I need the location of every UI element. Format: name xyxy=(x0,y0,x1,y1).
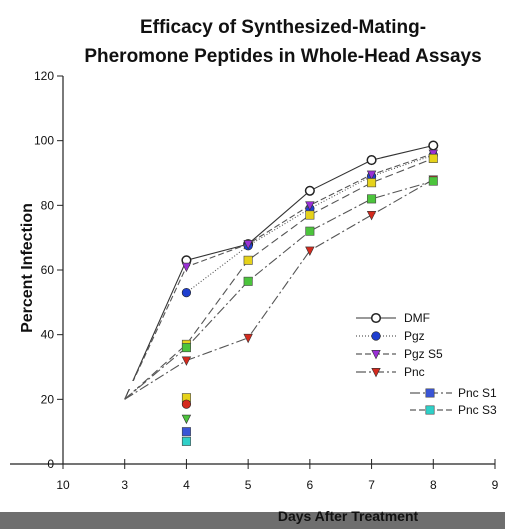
data-point xyxy=(181,356,192,366)
legend-marker xyxy=(425,388,435,398)
series-line xyxy=(186,154,434,294)
data-point xyxy=(181,343,191,353)
x-tick-label: 9 xyxy=(492,478,499,492)
data-point xyxy=(366,155,377,166)
legend-marker xyxy=(370,312,382,324)
y-tick-label: 0 xyxy=(47,457,54,471)
data-point xyxy=(366,211,377,221)
data-point xyxy=(305,226,315,236)
series-line xyxy=(124,144,434,400)
data-point xyxy=(181,414,192,425)
axes: 0 20 40 60 80 100 120 10 3 4 5 6 7 8 9 xyxy=(10,69,499,492)
x-tick-label: 4 xyxy=(183,478,190,492)
x-tick-label: 6 xyxy=(307,478,314,492)
data-point xyxy=(243,333,253,344)
legend-marker xyxy=(371,367,381,378)
data-point xyxy=(181,288,192,298)
data-point xyxy=(366,170,377,180)
x-tick-label: 3 xyxy=(121,478,128,492)
x-axis-label: Days After Treatment xyxy=(278,508,419,524)
chart-title-line-2: Pheromone Peptides in Whole-Head Assays xyxy=(84,46,481,67)
x-tick-label: 7 xyxy=(368,478,375,492)
legend-label: Pnc S1 xyxy=(458,386,497,400)
x-tick-label: 10 xyxy=(56,478,70,492)
data-point xyxy=(181,399,192,409)
legend-label: Pgz S5 xyxy=(404,347,443,361)
data-point xyxy=(243,240,253,250)
data-point xyxy=(304,185,315,196)
series-line xyxy=(124,157,434,400)
chart-title-line-1: Efficacy of Synthesized-Mating- xyxy=(140,17,426,38)
series-line xyxy=(124,179,434,400)
y-tick-label: 20 xyxy=(41,392,55,406)
legend: DMF Pgz Pgz S5 Pnc Pnc S1 Pnc S3 xyxy=(356,311,497,417)
data-point xyxy=(428,153,438,163)
legend-marker xyxy=(371,349,381,360)
data-point xyxy=(367,194,377,204)
plot-area xyxy=(124,140,439,446)
legend-label: Pnc S3 xyxy=(458,403,497,417)
data-point xyxy=(243,255,253,265)
y-tick-label: 40 xyxy=(41,328,55,342)
data-point xyxy=(181,436,191,446)
legend-marker xyxy=(371,331,381,341)
y-tick-label: 120 xyxy=(34,69,54,83)
legend-marker xyxy=(425,405,435,415)
legend-label: DMF xyxy=(404,311,430,325)
data-point xyxy=(181,262,192,273)
series-line xyxy=(124,153,434,400)
occlusion-strip xyxy=(0,381,137,389)
x-tick-label: 8 xyxy=(430,478,437,492)
series-line xyxy=(124,180,434,400)
y-tick-label: 80 xyxy=(41,198,55,212)
data-point xyxy=(305,210,315,220)
data-point xyxy=(305,201,315,211)
data-point xyxy=(305,246,315,256)
data-point xyxy=(428,140,439,151)
legend-label: Pnc xyxy=(404,365,425,379)
y-tick-label: 100 xyxy=(34,134,54,148)
x-tick-label: 5 xyxy=(245,478,252,492)
data-point xyxy=(428,176,438,186)
y-axis-label: Percent Infection xyxy=(19,203,36,333)
legend-label: Pgz xyxy=(404,329,425,343)
data-point xyxy=(181,427,191,437)
data-point xyxy=(367,178,377,188)
bottom-bar xyxy=(0,512,505,529)
data-point xyxy=(243,276,253,286)
y-tick-label: 60 xyxy=(41,263,55,277)
